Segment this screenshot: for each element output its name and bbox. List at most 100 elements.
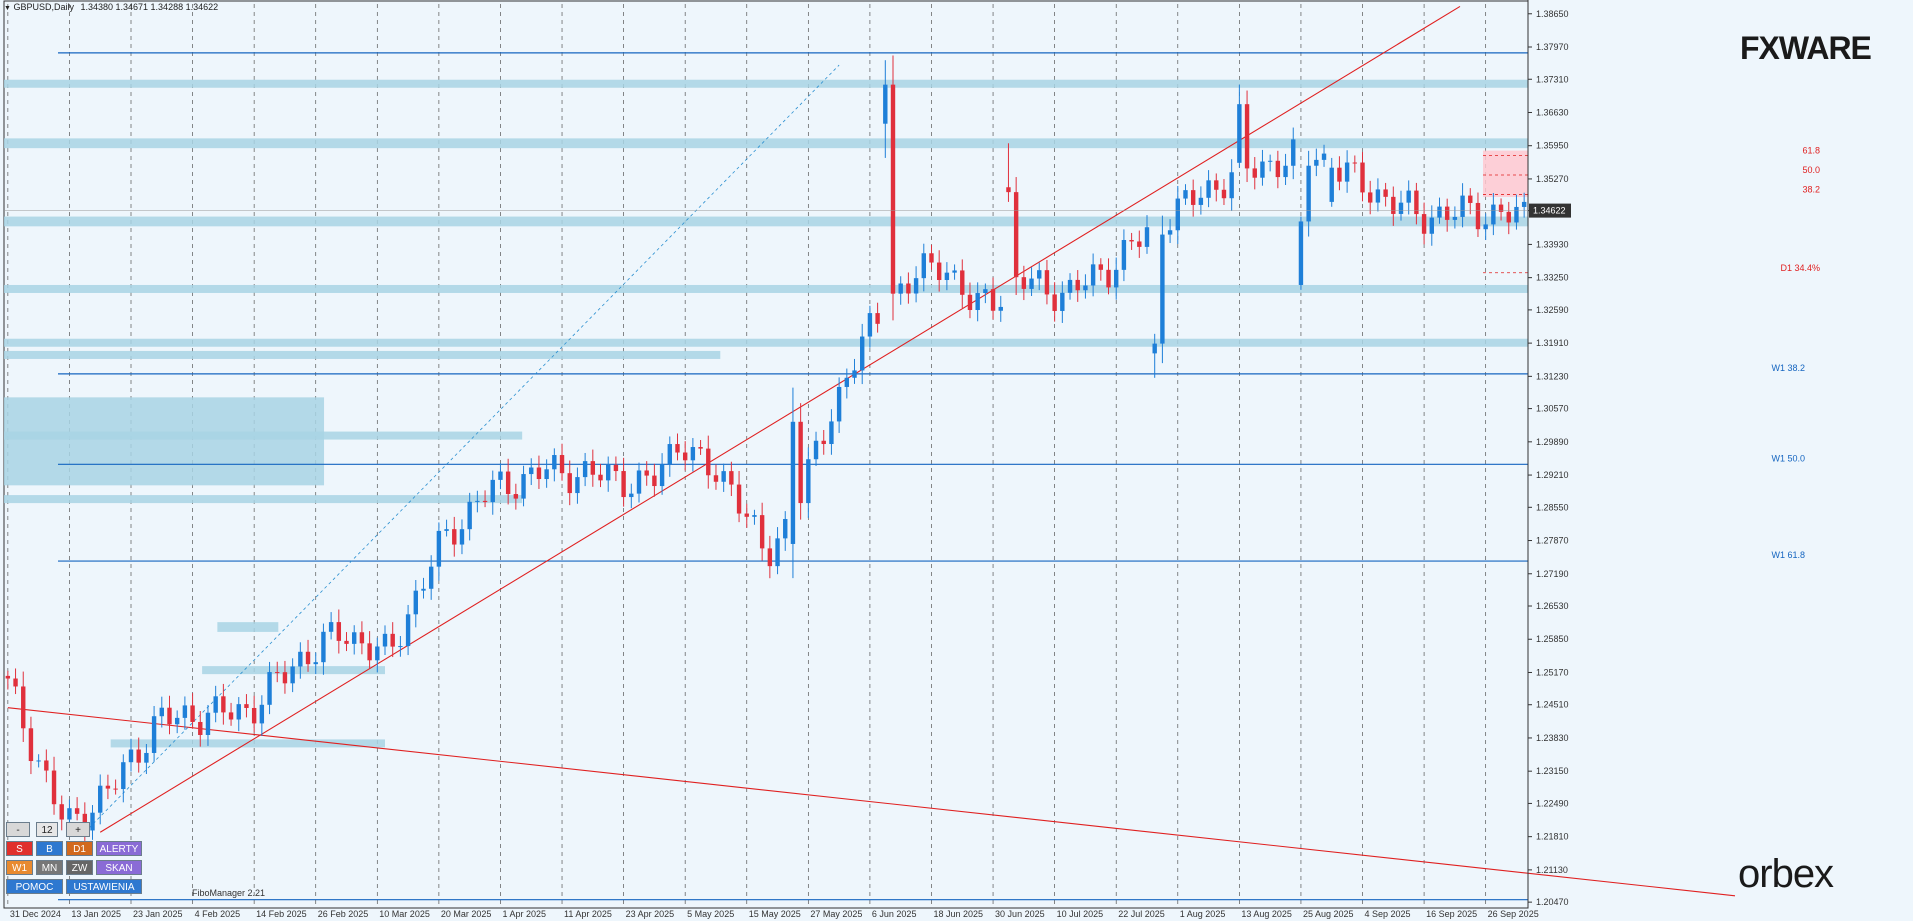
candle-24 bbox=[190, 693, 195, 729]
candle-body bbox=[1483, 224, 1488, 230]
candle-body bbox=[482, 500, 488, 503]
x-tick-label: 6 Jun 2025 bbox=[872, 909, 917, 919]
candle-body bbox=[921, 253, 926, 279]
candle-52 bbox=[405, 604, 411, 656]
zone-4 bbox=[4, 338, 1528, 347]
candle-109 bbox=[844, 368, 850, 399]
candle-73 bbox=[567, 460, 572, 506]
fxware-logo: FXWARE bbox=[1740, 30, 1872, 66]
candle-body bbox=[675, 444, 680, 453]
candle-body bbox=[13, 678, 18, 687]
candle-body bbox=[1060, 292, 1065, 311]
x-tick-label: 1 Aug 2025 bbox=[1180, 909, 1226, 919]
candle-body bbox=[906, 283, 911, 294]
candle-172 bbox=[1329, 157, 1334, 207]
candle-body bbox=[1260, 161, 1265, 178]
buy-button[interactable]: B bbox=[36, 841, 63, 856]
y-tick-label: 1.35950 bbox=[1536, 141, 1569, 151]
y-tick-label: 1.26530 bbox=[1536, 601, 1569, 611]
candle-133 bbox=[1029, 267, 1034, 297]
candle-body bbox=[67, 808, 72, 820]
candle-96 bbox=[744, 503, 749, 528]
candle-body bbox=[1475, 202, 1481, 230]
candle-85 bbox=[659, 453, 665, 495]
y-tick-label: 1.35270 bbox=[1536, 174, 1569, 184]
zw-button[interactable]: ZW bbox=[66, 860, 93, 875]
candle-120 bbox=[929, 244, 934, 270]
x-tick-label: 22 Jul 2025 bbox=[1118, 909, 1165, 919]
candle-68 bbox=[529, 458, 534, 486]
candle-72 bbox=[559, 443, 565, 481]
candle-149 bbox=[1152, 333, 1157, 378]
candle-body bbox=[1283, 165, 1288, 178]
candle-171 bbox=[1321, 144, 1327, 167]
d1-button[interactable]: D1 bbox=[66, 841, 93, 856]
candle-130 bbox=[1006, 143, 1011, 202]
y-tick-label: 1.24510 bbox=[1536, 700, 1569, 710]
level-label: W1 50.0 bbox=[1771, 453, 1805, 463]
candle-184 bbox=[1421, 202, 1427, 245]
candle-body bbox=[1444, 206, 1450, 220]
candle-body bbox=[913, 278, 919, 294]
candle-154 bbox=[1190, 179, 1196, 217]
count-field[interactable]: 12 bbox=[36, 822, 58, 837]
zoom-out-button[interactable]: - bbox=[6, 822, 30, 837]
candle-body bbox=[621, 471, 626, 498]
candle-body bbox=[759, 515, 765, 549]
mn-button[interactable]: MN bbox=[36, 860, 63, 875]
candle-body bbox=[852, 370, 857, 378]
candle-body bbox=[582, 461, 588, 478]
y-tick-label: 1.25850 bbox=[1536, 634, 1569, 644]
x-tick-label: 18 Jun 2025 bbox=[933, 909, 983, 919]
candle-body bbox=[775, 538, 780, 567]
candle-106 bbox=[821, 429, 826, 455]
candle-body bbox=[944, 272, 950, 280]
candle-100 bbox=[775, 527, 780, 575]
candle-body bbox=[1298, 221, 1304, 285]
candle-body bbox=[1190, 190, 1196, 205]
candle-122 bbox=[944, 262, 950, 291]
skan-button[interactable]: SKAN bbox=[96, 860, 142, 875]
candle-body bbox=[1368, 192, 1373, 203]
alerty-button[interactable]: ALERTY bbox=[96, 841, 142, 856]
candle-body bbox=[36, 760, 41, 762]
candle-7 bbox=[59, 795, 64, 831]
candle-body bbox=[744, 513, 749, 517]
zoom-in-button[interactable]: + bbox=[66, 822, 90, 837]
w1-button[interactable]: W1 bbox=[6, 860, 33, 875]
pomoc-button[interactable]: POMOC bbox=[6, 879, 63, 894]
candle-18 bbox=[144, 744, 149, 775]
candle-19 bbox=[151, 706, 157, 762]
candle-5 bbox=[44, 749, 49, 783]
trend-lines bbox=[7, 5, 1736, 897]
x-tick-label: 13 Jan 2025 bbox=[71, 909, 121, 919]
candle-body bbox=[1244, 104, 1250, 169]
candle-body bbox=[867, 313, 873, 337]
candle-body bbox=[1214, 180, 1219, 190]
candle-81 bbox=[629, 483, 634, 509]
channel-line bbox=[84, 64, 840, 833]
candle-body bbox=[952, 270, 957, 273]
candle-4 bbox=[36, 754, 41, 768]
y-tick-label: 1.27190 bbox=[1536, 569, 1569, 579]
candle-21 bbox=[167, 695, 172, 735]
candle-127 bbox=[983, 283, 988, 304]
candle-body bbox=[1329, 167, 1334, 202]
candle-body bbox=[98, 785, 103, 813]
candle-94 bbox=[729, 461, 734, 497]
fibomanager-label: FiboManager 2.21 bbox=[192, 888, 266, 898]
sell-button[interactable]: S bbox=[6, 841, 33, 856]
ustawienia-button[interactable]: USTAWIENIA bbox=[66, 879, 142, 894]
candle-76 bbox=[590, 449, 596, 487]
candle-body bbox=[936, 262, 942, 280]
candles bbox=[5, 55, 1527, 843]
candle-body bbox=[405, 614, 411, 647]
chart-menu-icon[interactable]: ▼ bbox=[4, 5, 11, 12]
candle-body bbox=[459, 529, 465, 545]
candle-82 bbox=[636, 462, 642, 503]
candle-175 bbox=[1352, 155, 1358, 173]
chart-header: ▼ GBPUSD,Daily 1.34380 1.34671 1.34288 1… bbox=[4, 2, 218, 12]
candle-62 bbox=[482, 490, 488, 508]
